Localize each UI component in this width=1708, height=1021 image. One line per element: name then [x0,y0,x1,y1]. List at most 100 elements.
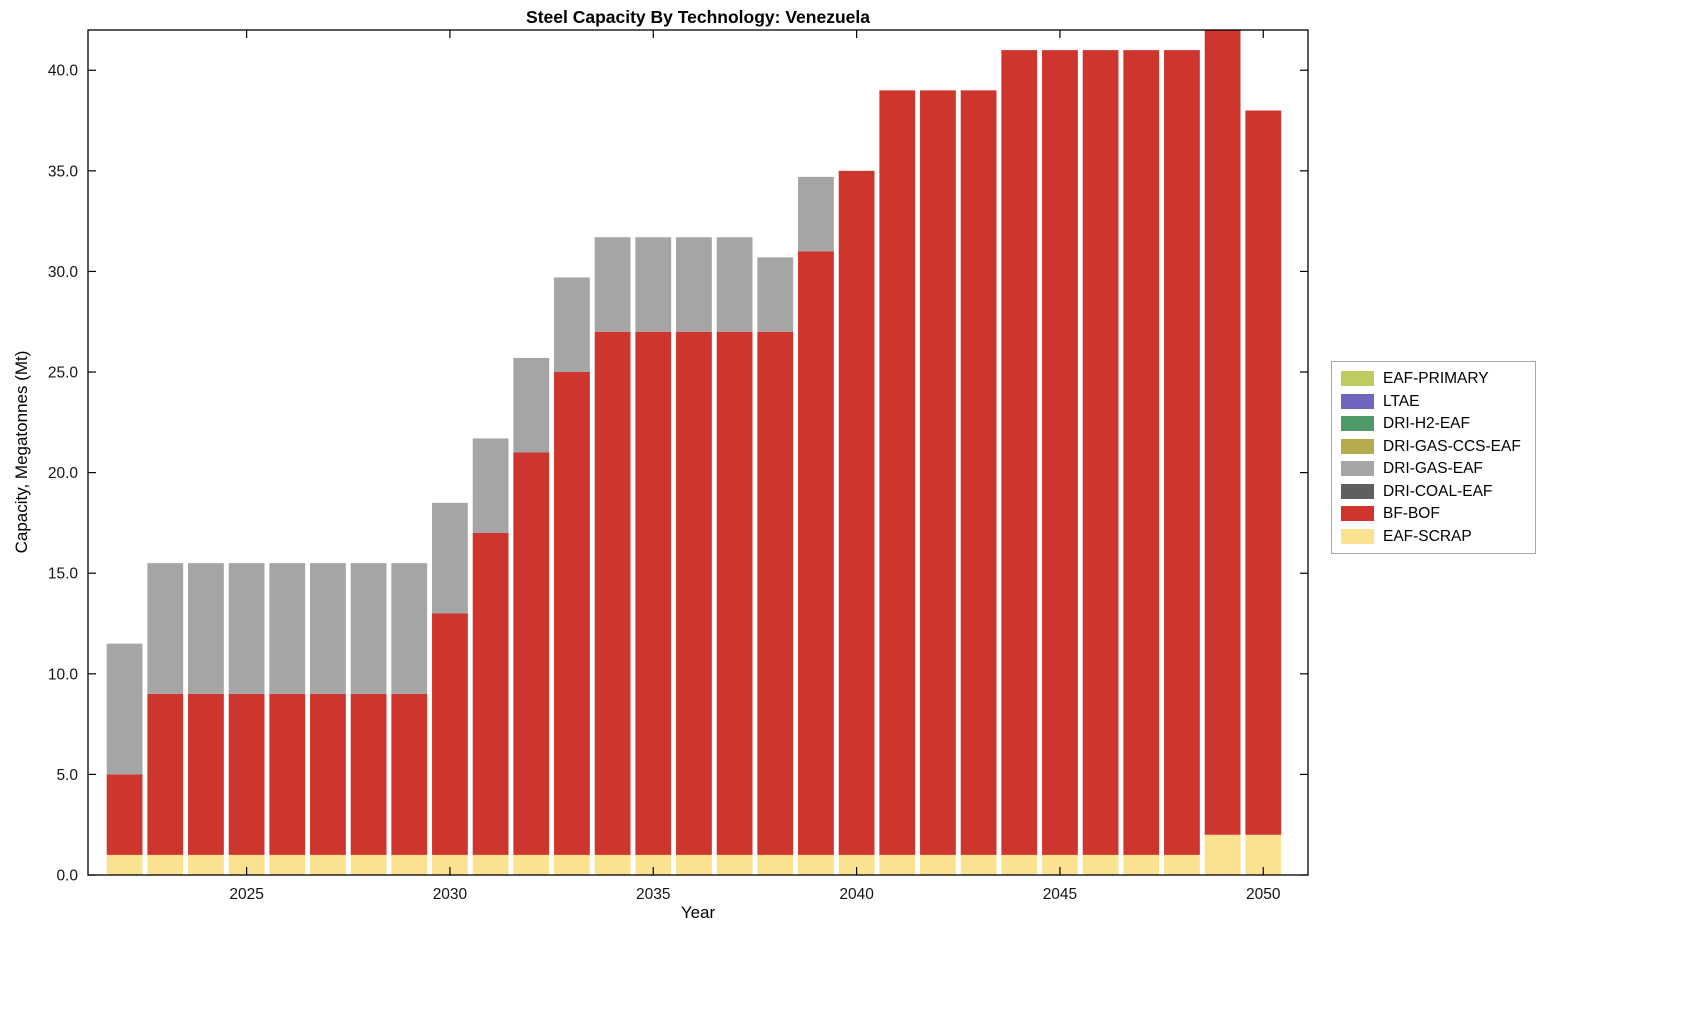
bar-segment-eaf-scrap [838,854,875,875]
y-tick-label: 40.0 [48,63,79,80]
x-tick-label: 2030 [433,886,468,903]
bar-segment-bf-bof [798,251,834,855]
x-tick-label: 2050 [1246,886,1281,903]
legend-item-eaf-primary: EAF-PRIMARY [1341,371,1521,387]
legend-item-ltae: LTAE [1341,392,1521,410]
y-axis-label: Capacity, Megatonnes (Mt) [12,350,31,554]
bar-segment-bf-bof [1042,50,1078,855]
bar-segment-eaf-scrap [269,854,306,875]
x-tick-label: 2025 [229,886,263,903]
bar-segment-eaf-scrap [920,854,956,875]
bar-segment-bf-bof [1245,110,1282,835]
bar-segment-eaf-scrap [676,854,712,875]
legend-swatch [1341,461,1374,477]
bar-segment-bf-bof [838,170,875,855]
bar-segment-eaf-scrap [391,854,428,875]
bar-segment-eaf-scrap [1001,854,1038,875]
bar-segment-eaf-scrap [472,854,509,875]
legend-label: DRI-GAS-EAF [1383,460,1483,477]
legend-swatch [1341,416,1374,432]
bar-segment-dri-gas-eaf [269,563,306,694]
bar-segment-eaf-scrap [1042,854,1078,875]
legend-item-dri-gas-eaf: DRI-GAS-EAF [1341,461,1521,477]
legend-label: BF-BOF [1383,505,1440,522]
legend-swatch [1341,393,1374,409]
bar-segment-bf-bof [147,693,184,855]
x-axis-label: Year [680,903,716,922]
bar-segment-bf-bof [716,331,753,855]
bar-segment-bf-bof [920,90,956,855]
bar-segment-bf-bof [1164,50,1200,855]
bar-segment-dri-gas-eaf [188,563,224,694]
legend-item-dri-coal-eaf: DRI-COAL-EAF [1341,482,1521,500]
bar-segment-bf-bof [676,331,712,855]
bar-segment-bf-bof [635,331,672,855]
bar-segment-dri-gas-eaf [106,643,143,775]
y-tick-label: 20.0 [48,465,79,482]
bar-segment-eaf-scrap [432,854,468,875]
bar-segment-bf-bof [1204,30,1241,835]
bar-segment-bf-bof [554,372,590,855]
legend-label: LTAE [1383,392,1420,410]
bar-segment-dri-gas-eaf [432,502,468,614]
bar-segment-eaf-scrap [1204,834,1241,875]
bar-segment-eaf-scrap [798,854,834,875]
bar-segment-dri-gas-eaf [472,438,509,533]
bar-segment-bf-bof [513,452,550,855]
bar-segment-eaf-scrap [879,854,916,875]
bar-segment-dri-gas-eaf [350,563,387,694]
plot-border [87,29,1309,876]
bar-segment-eaf-scrap [635,854,672,875]
bar-segment-dri-gas-eaf [554,277,590,373]
bar-segment-eaf-scrap [106,854,143,875]
bar-segment-dri-gas-eaf [228,563,265,694]
bar-segment-bf-bof [432,613,468,855]
legend-swatch [1341,438,1374,454]
bar-segment-bf-bof [310,693,346,855]
y-tick-label: 35.0 [48,163,79,180]
legend: EAF-PRIMARY LTAE DRI-H2-EAF DRI-GAS-CCS-EAF… [1331,361,1536,554]
x-tick-label: 2045 [1043,886,1077,903]
bar-segment-eaf-scrap [310,854,346,875]
bar-segment-eaf-scrap [147,854,184,875]
bar-segment-dri-gas-eaf [147,563,184,694]
legend-swatch [1341,528,1374,544]
bar-segment-eaf-scrap [716,854,753,875]
bar-segment-dri-gas-eaf [513,357,550,453]
legend-item-dri-gas-ccs-eaf: DRI-GAS-CCS-EAF [1341,438,1521,455]
y-tick-label: 15.0 [48,566,79,583]
bar-segment-dri-gas-eaf [594,237,631,332]
bar-segment-bf-bof [391,693,428,855]
legend-swatch [1341,483,1374,499]
bar-segment-bf-bof [960,90,997,855]
bar-segment-bf-bof [188,693,224,855]
legend-item-bf-bof: BF-BOF [1341,506,1521,522]
chart-title: Steel Capacity By Technology: Venezuela [526,7,870,27]
bar-segment-dri-gas-eaf [757,257,794,332]
legend-label: EAF-PRIMARY [1383,370,1489,387]
bar-segment-bf-bof [106,774,143,855]
bar-segment-dri-gas-eaf [716,237,753,332]
legend-swatch [1341,371,1374,387]
bar-segment-eaf-scrap [594,854,631,875]
bar-segment-dri-gas-eaf [676,237,712,332]
bar-segment-dri-gas-eaf [635,237,672,332]
bar-segment-dri-gas-eaf [310,563,346,694]
bar-segment-bf-bof [1123,50,1160,855]
x-tick-label: 2040 [839,886,874,903]
y-tick-label: 30.0 [48,264,79,281]
y-tick-label: 5.0 [56,767,78,784]
bar-segment-eaf-scrap [188,854,224,875]
bar-segment-bf-bof [350,693,387,855]
bar-segment-dri-gas-eaf [391,563,428,694]
bar-segment-bf-bof [757,331,794,855]
legend-label: DRI-COAL-EAF [1383,482,1493,500]
legend-swatch [1341,506,1374,522]
legend-label: EAF-SCRAP [1383,527,1472,545]
bar-segment-eaf-scrap [1082,854,1119,875]
bar-segment-eaf-scrap [228,854,265,875]
bar-segment-bf-bof [472,532,509,855]
legend-item-dri-h2-eaf: DRI-H2-EAF [1341,416,1521,432]
